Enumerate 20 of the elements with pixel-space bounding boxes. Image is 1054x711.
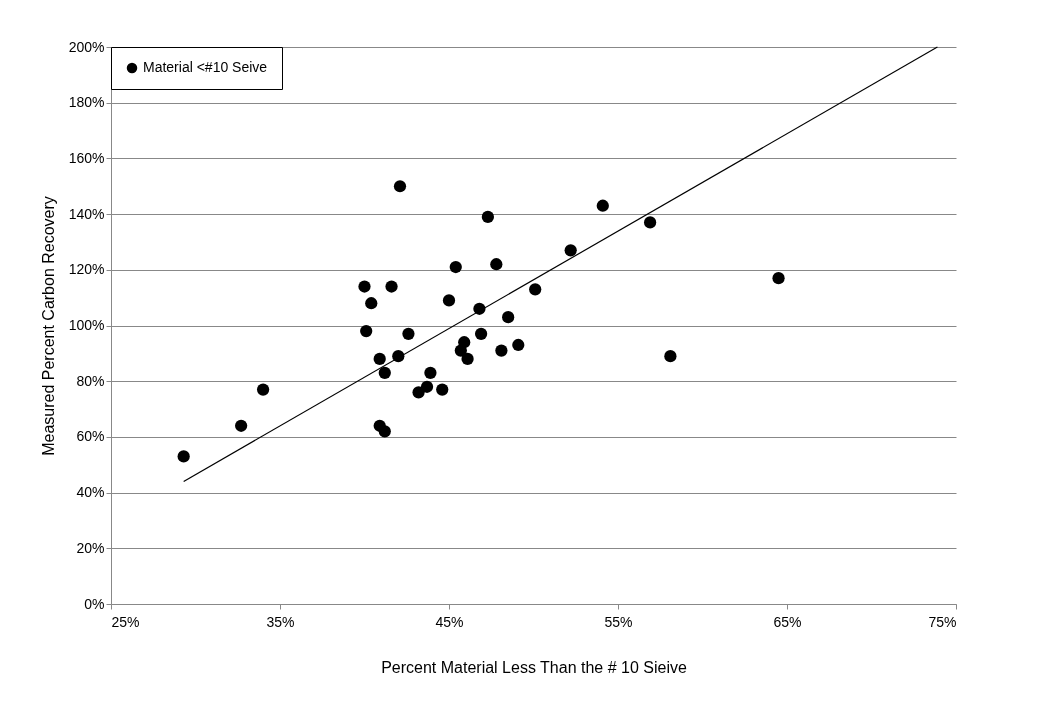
x-tick-label: 55% xyxy=(604,613,633,630)
y-tick-label: 20% xyxy=(76,539,105,556)
y-tick-label: 120% xyxy=(68,261,105,278)
y-tick-label: 60% xyxy=(76,428,105,445)
x-tick-label: 45% xyxy=(435,613,464,630)
y-tick-label: 0% xyxy=(84,595,105,612)
x-tick-label: 35% xyxy=(266,613,295,630)
x-axis-title: Percent Material Less Than the # 10 Sieive xyxy=(381,658,687,676)
y-tick-label: 140% xyxy=(68,205,105,222)
legend-label: Material <#10 Seive xyxy=(143,59,268,75)
y-tick-label: 200% xyxy=(68,38,105,55)
y-tick-label: 180% xyxy=(68,94,105,111)
y-axis-title: Measured Percent Carbon Recovery xyxy=(39,196,57,456)
y-tick-label: 100% xyxy=(68,317,105,333)
y-tick-label: 160% xyxy=(68,149,105,166)
x-tick-label: 25% xyxy=(111,613,140,630)
x-tick-label: 75% xyxy=(928,613,957,630)
y-tick-label: 40% xyxy=(76,484,105,501)
y-tick-label: 80% xyxy=(76,372,105,389)
x-tick-label: 65% xyxy=(773,613,802,630)
